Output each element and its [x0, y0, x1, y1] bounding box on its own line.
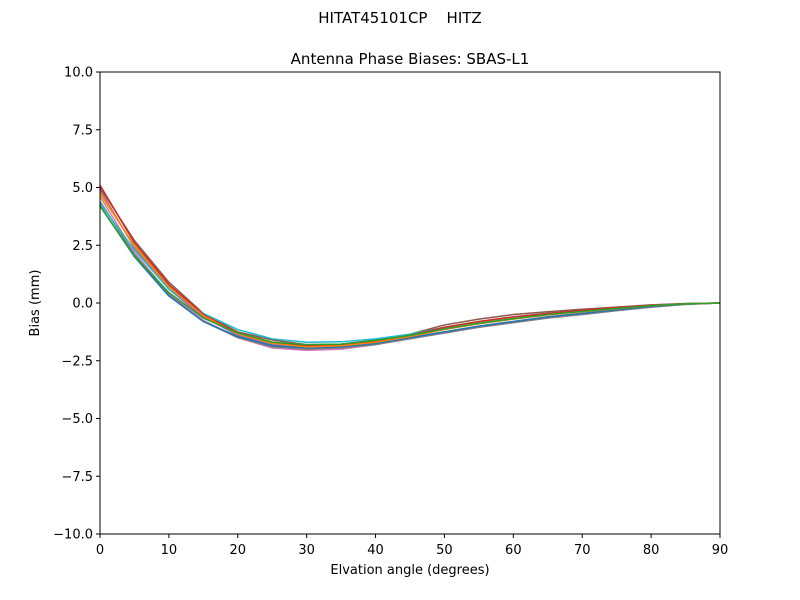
x-tick-label: 70 — [574, 543, 591, 558]
x-tick-label: 50 — [436, 543, 453, 558]
y-tick-label: −7.5 — [61, 470, 93, 485]
y-tick-label: 0.0 — [72, 297, 93, 312]
chart-suptitle: HITAT45101CP HITZ — [318, 9, 481, 27]
y-axis-ticks: −10.0 −7.5 −5.0 −2.5 0.0 2.5 5.0 7.5 10.0 — [53, 66, 100, 543]
x-tick-label: 80 — [643, 543, 660, 558]
y-tick-label: 2.5 — [72, 239, 93, 254]
x-tick-label: 90 — [712, 543, 729, 558]
x-tick-label: 30 — [298, 543, 315, 558]
y-tick-label: 10.0 — [64, 66, 93, 81]
y-axis-label: Bias (mm) — [28, 270, 43, 337]
y-tick-label: 7.5 — [72, 123, 93, 138]
x-tick-label: 10 — [161, 543, 178, 558]
x-tick-label: 0 — [96, 543, 104, 558]
y-tick-label: −5.0 — [61, 412, 93, 427]
chart-title: Antenna Phase Biases: SBAS-L1 — [291, 50, 530, 68]
x-tick-label: 60 — [505, 543, 522, 558]
y-tick-label: −10.0 — [53, 528, 93, 543]
x-tick-label: 40 — [367, 543, 384, 558]
series-line-10 — [99, 205, 721, 346]
x-axis-ticks: 0 10 20 30 40 50 60 70 80 90 — [96, 534, 728, 558]
series-layer — [99, 184, 721, 352]
y-tick-label: 5.0 — [72, 181, 93, 196]
y-tick-label: −2.5 — [61, 354, 93, 369]
x-tick-label: 20 — [230, 543, 247, 558]
series-line-7 — [99, 205, 721, 349]
x-axis-label: Elvation angle (degrees) — [330, 563, 489, 578]
